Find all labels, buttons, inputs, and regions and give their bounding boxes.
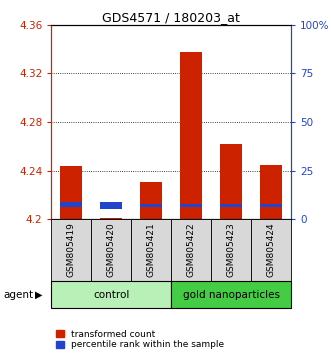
Text: GSM805423: GSM805423 — [227, 223, 236, 277]
Bar — [251, 219, 291, 281]
Legend: transformed count, percentile rank within the sample: transformed count, percentile rank withi… — [56, 330, 224, 349]
Bar — [180, 52, 202, 219]
Bar — [211, 219, 251, 281]
Bar — [60, 166, 82, 219]
Text: GSM805421: GSM805421 — [147, 223, 156, 277]
Text: GSM805422: GSM805422 — [187, 223, 196, 277]
Bar — [140, 182, 162, 219]
Bar — [100, 202, 122, 209]
Bar — [260, 204, 282, 207]
Text: GSM805424: GSM805424 — [267, 223, 276, 277]
Text: control: control — [93, 290, 129, 300]
Bar — [91, 219, 131, 281]
Title: GDS4571 / 180203_at: GDS4571 / 180203_at — [102, 11, 240, 24]
Bar — [171, 281, 291, 308]
Bar — [220, 144, 242, 219]
Bar — [260, 165, 282, 219]
Text: ▶: ▶ — [35, 290, 42, 300]
Text: GSM805419: GSM805419 — [67, 223, 76, 278]
Text: GSM805420: GSM805420 — [107, 223, 116, 277]
Bar — [140, 204, 162, 207]
Bar — [180, 204, 202, 207]
Bar — [51, 281, 171, 308]
Bar — [51, 219, 91, 281]
Bar — [60, 202, 82, 207]
Text: gold nanoparticles: gold nanoparticles — [183, 290, 280, 300]
Bar — [171, 219, 211, 281]
Bar — [100, 218, 122, 219]
Bar — [131, 219, 171, 281]
Bar — [220, 204, 242, 207]
Text: agent: agent — [3, 290, 33, 300]
